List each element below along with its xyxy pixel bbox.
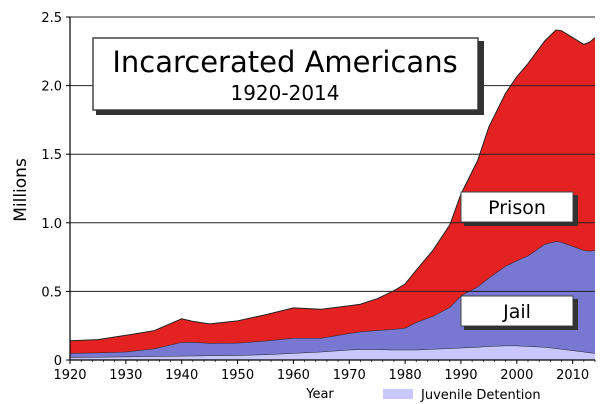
y-tick-label: 1.0 (41, 217, 62, 232)
area-jail (70, 241, 595, 358)
title-box: Incarcerated Americans 1920-2014 (92, 37, 484, 115)
x-tick-label: 1920 (53, 368, 86, 383)
y-tick-label: 1.5 (41, 148, 62, 163)
chart-subtitle: 1920-2014 (230, 81, 339, 105)
x-tick-label: 1960 (277, 368, 310, 383)
stacked-areas (69, 29, 596, 360)
x-tick-label: 1990 (444, 368, 477, 383)
jail-label: Jail (502, 301, 531, 323)
x-tick-label: 1970 (333, 368, 366, 383)
area-juvenile-detention (70, 345, 595, 360)
chart-title: Incarcerated Americans (112, 45, 457, 79)
y-tick-label: 2.0 (41, 80, 62, 95)
x-tick-label: 2010 (556, 368, 589, 383)
y-tick-label: 0 (54, 354, 62, 369)
jail-label-box: Jail (460, 295, 578, 330)
x-tick-label: 1980 (389, 368, 422, 383)
x-tick-label: 1940 (165, 368, 198, 383)
x-tick-label: 1950 (221, 368, 254, 383)
boundary-prison (69, 29, 596, 342)
y-tick-label: 2.5 (41, 11, 62, 26)
area-prison (70, 30, 595, 354)
juvenile-legend-swatch (383, 389, 413, 399)
prison-label: Prison (488, 197, 546, 219)
x-tick-label: 2000 (500, 368, 533, 383)
x-tick-label: 1930 (109, 368, 142, 383)
x-axis-title: Year (305, 387, 334, 402)
juvenile-legend-label: Juvenile Detention (420, 388, 541, 403)
juvenile-legend: Juvenile Detention (383, 388, 541, 403)
y-tick-label: 0.5 (41, 285, 62, 300)
axes: 0 0.5 1.0 1.5 2.0 2.5 1920 1930 1940 1950 1960 1970… (41, 11, 596, 383)
y-axis-title: Millions (11, 158, 31, 222)
prison-label-box: Prison (460, 191, 578, 226)
